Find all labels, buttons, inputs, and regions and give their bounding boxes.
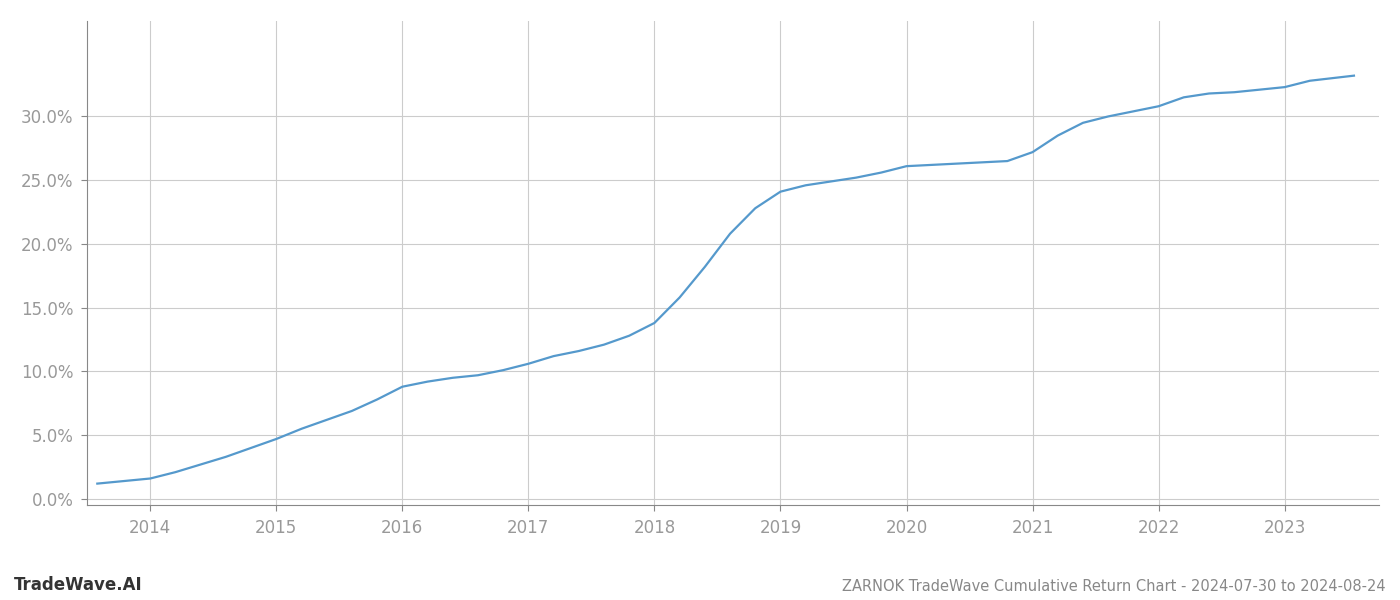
Text: ZARNOK TradeWave Cumulative Return Chart - 2024-07-30 to 2024-08-24: ZARNOK TradeWave Cumulative Return Chart…	[843, 579, 1386, 594]
Text: TradeWave.AI: TradeWave.AI	[14, 576, 143, 594]
